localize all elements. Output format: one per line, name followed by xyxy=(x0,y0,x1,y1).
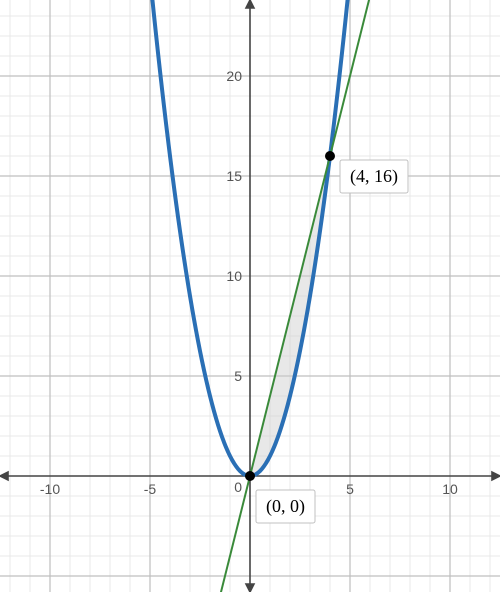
origin-tick-label: 0 xyxy=(234,479,242,495)
y-tick-label: 5 xyxy=(234,368,242,384)
intersection-point xyxy=(325,151,335,161)
x-tick-label: -5 xyxy=(144,481,157,497)
intersection-point-label: (4, 16) xyxy=(350,166,398,187)
origin-point-label: (0, 0) xyxy=(266,496,305,517)
x-tick-label: 10 xyxy=(442,481,458,497)
y-tick-label: 15 xyxy=(226,168,242,184)
function-plot: -10 -5 5 10 5 10 15 20 0 (0, 0) (4, 16) xyxy=(0,0,500,592)
origin-point xyxy=(245,471,255,481)
x-tick-label: 5 xyxy=(346,481,354,497)
x-tick-label: -10 xyxy=(40,481,60,497)
y-tick-label: 10 xyxy=(226,268,242,284)
y-tick-label: 20 xyxy=(226,68,242,84)
